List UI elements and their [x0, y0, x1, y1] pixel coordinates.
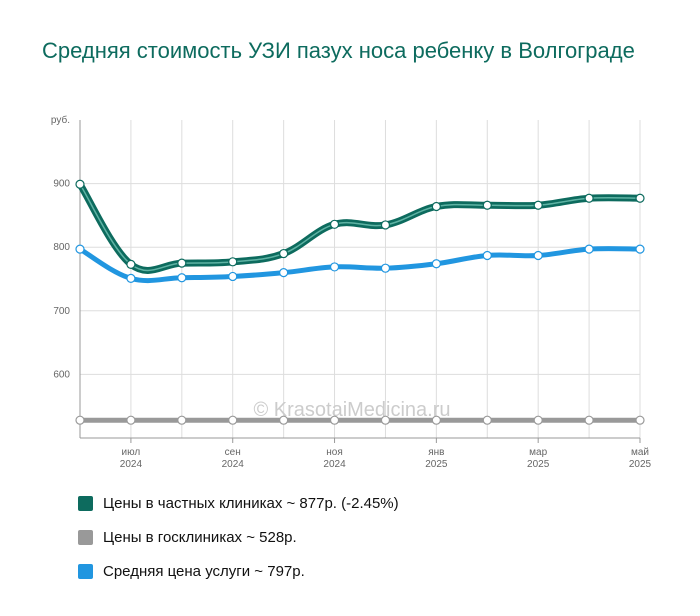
data-point [75, 244, 85, 254]
legend-item-public[interactable]: Цены в госклиниках ~ 528р. [78, 520, 399, 554]
y-tick-label: 800 [53, 242, 70, 253]
data-point [431, 259, 441, 269]
data-point [584, 244, 594, 254]
data-point [482, 200, 492, 210]
data-point [584, 415, 594, 425]
data-point [177, 258, 187, 268]
legend-swatch-private [78, 495, 93, 511]
data-point [482, 415, 492, 425]
x-tick-label-month: июл [122, 447, 141, 458]
data-point [177, 273, 187, 283]
x-tick-label-year: 2024 [323, 459, 346, 470]
data-point [75, 179, 85, 189]
legend-swatch-average [78, 563, 93, 579]
x-tick-label-year: 2025 [527, 459, 550, 470]
x-tick-label-year: 2025 [629, 459, 652, 470]
data-point [635, 244, 645, 254]
data-point [279, 268, 289, 278]
x-tick-label-month: мар [529, 447, 547, 458]
data-point [177, 415, 187, 425]
series-0 [75, 179, 645, 274]
data-point [533, 200, 543, 210]
data-point [533, 415, 543, 425]
series-line [76, 180, 644, 274]
x-tick-label-year: 2024 [120, 459, 143, 470]
y-unit-label: руб. [51, 114, 70, 126]
legend: Цены в частных клиниках ~ 877р. (-2.45%)… [78, 486, 399, 588]
data-point [635, 415, 645, 425]
x-tick-label-year: 2024 [222, 459, 245, 470]
y-tick-label: 900 [53, 179, 70, 190]
data-point [228, 415, 238, 425]
chart-title: Средняя стоимость УЗИ пазух носа ребенку… [42, 38, 635, 63]
x-tick-label-month: янв [428, 447, 444, 458]
data-point [431, 201, 441, 212]
x-tick-label-year: 2025 [425, 459, 448, 470]
data-point [228, 271, 238, 282]
data-point [75, 415, 85, 425]
data-point [279, 415, 289, 425]
x-tick-label-month: ноя [326, 447, 343, 458]
legend-label-private: Цены в частных клиниках ~ 877р. (-2.45%) [103, 494, 399, 512]
data-point [329, 262, 340, 272]
data-point [431, 415, 441, 425]
data-point [329, 219, 340, 229]
watermark: © KrasotaiMedicina.ru [253, 399, 450, 421]
x-tick-label-month: сен [225, 447, 241, 458]
y-tick-label: 700 [53, 306, 70, 317]
data-point [482, 250, 492, 261]
data-point [380, 415, 391, 425]
data-point [279, 248, 289, 259]
data-point [126, 259, 136, 269]
data-point [126, 415, 136, 425]
series-1 [75, 415, 645, 425]
data-point [635, 193, 645, 203]
data-point [380, 263, 391, 273]
data-point [380, 220, 391, 230]
legend-swatch-public [78, 529, 93, 545]
legend-label-public: Цены в госклиниках ~ 528р. [103, 528, 297, 546]
x-tick-label-month: май [631, 447, 649, 458]
data-point [533, 250, 543, 261]
data-point [126, 273, 136, 283]
data-point [584, 193, 594, 203]
data-point [228, 257, 238, 267]
legend-label-average: Средняя цена услуги ~ 797р. [103, 562, 305, 580]
legend-item-private[interactable]: Цены в частных клиниках ~ 877р. (-2.45%) [78, 486, 399, 520]
series-2 [75, 244, 645, 284]
y-tick-label: 600 [53, 369, 70, 380]
line-chart: 600700800900руб.июл2024сен2024ноя2024янв… [51, 114, 652, 470]
data-point [329, 415, 340, 425]
legend-item-average[interactable]: Средняя цена услуги ~ 797р. [78, 554, 399, 588]
